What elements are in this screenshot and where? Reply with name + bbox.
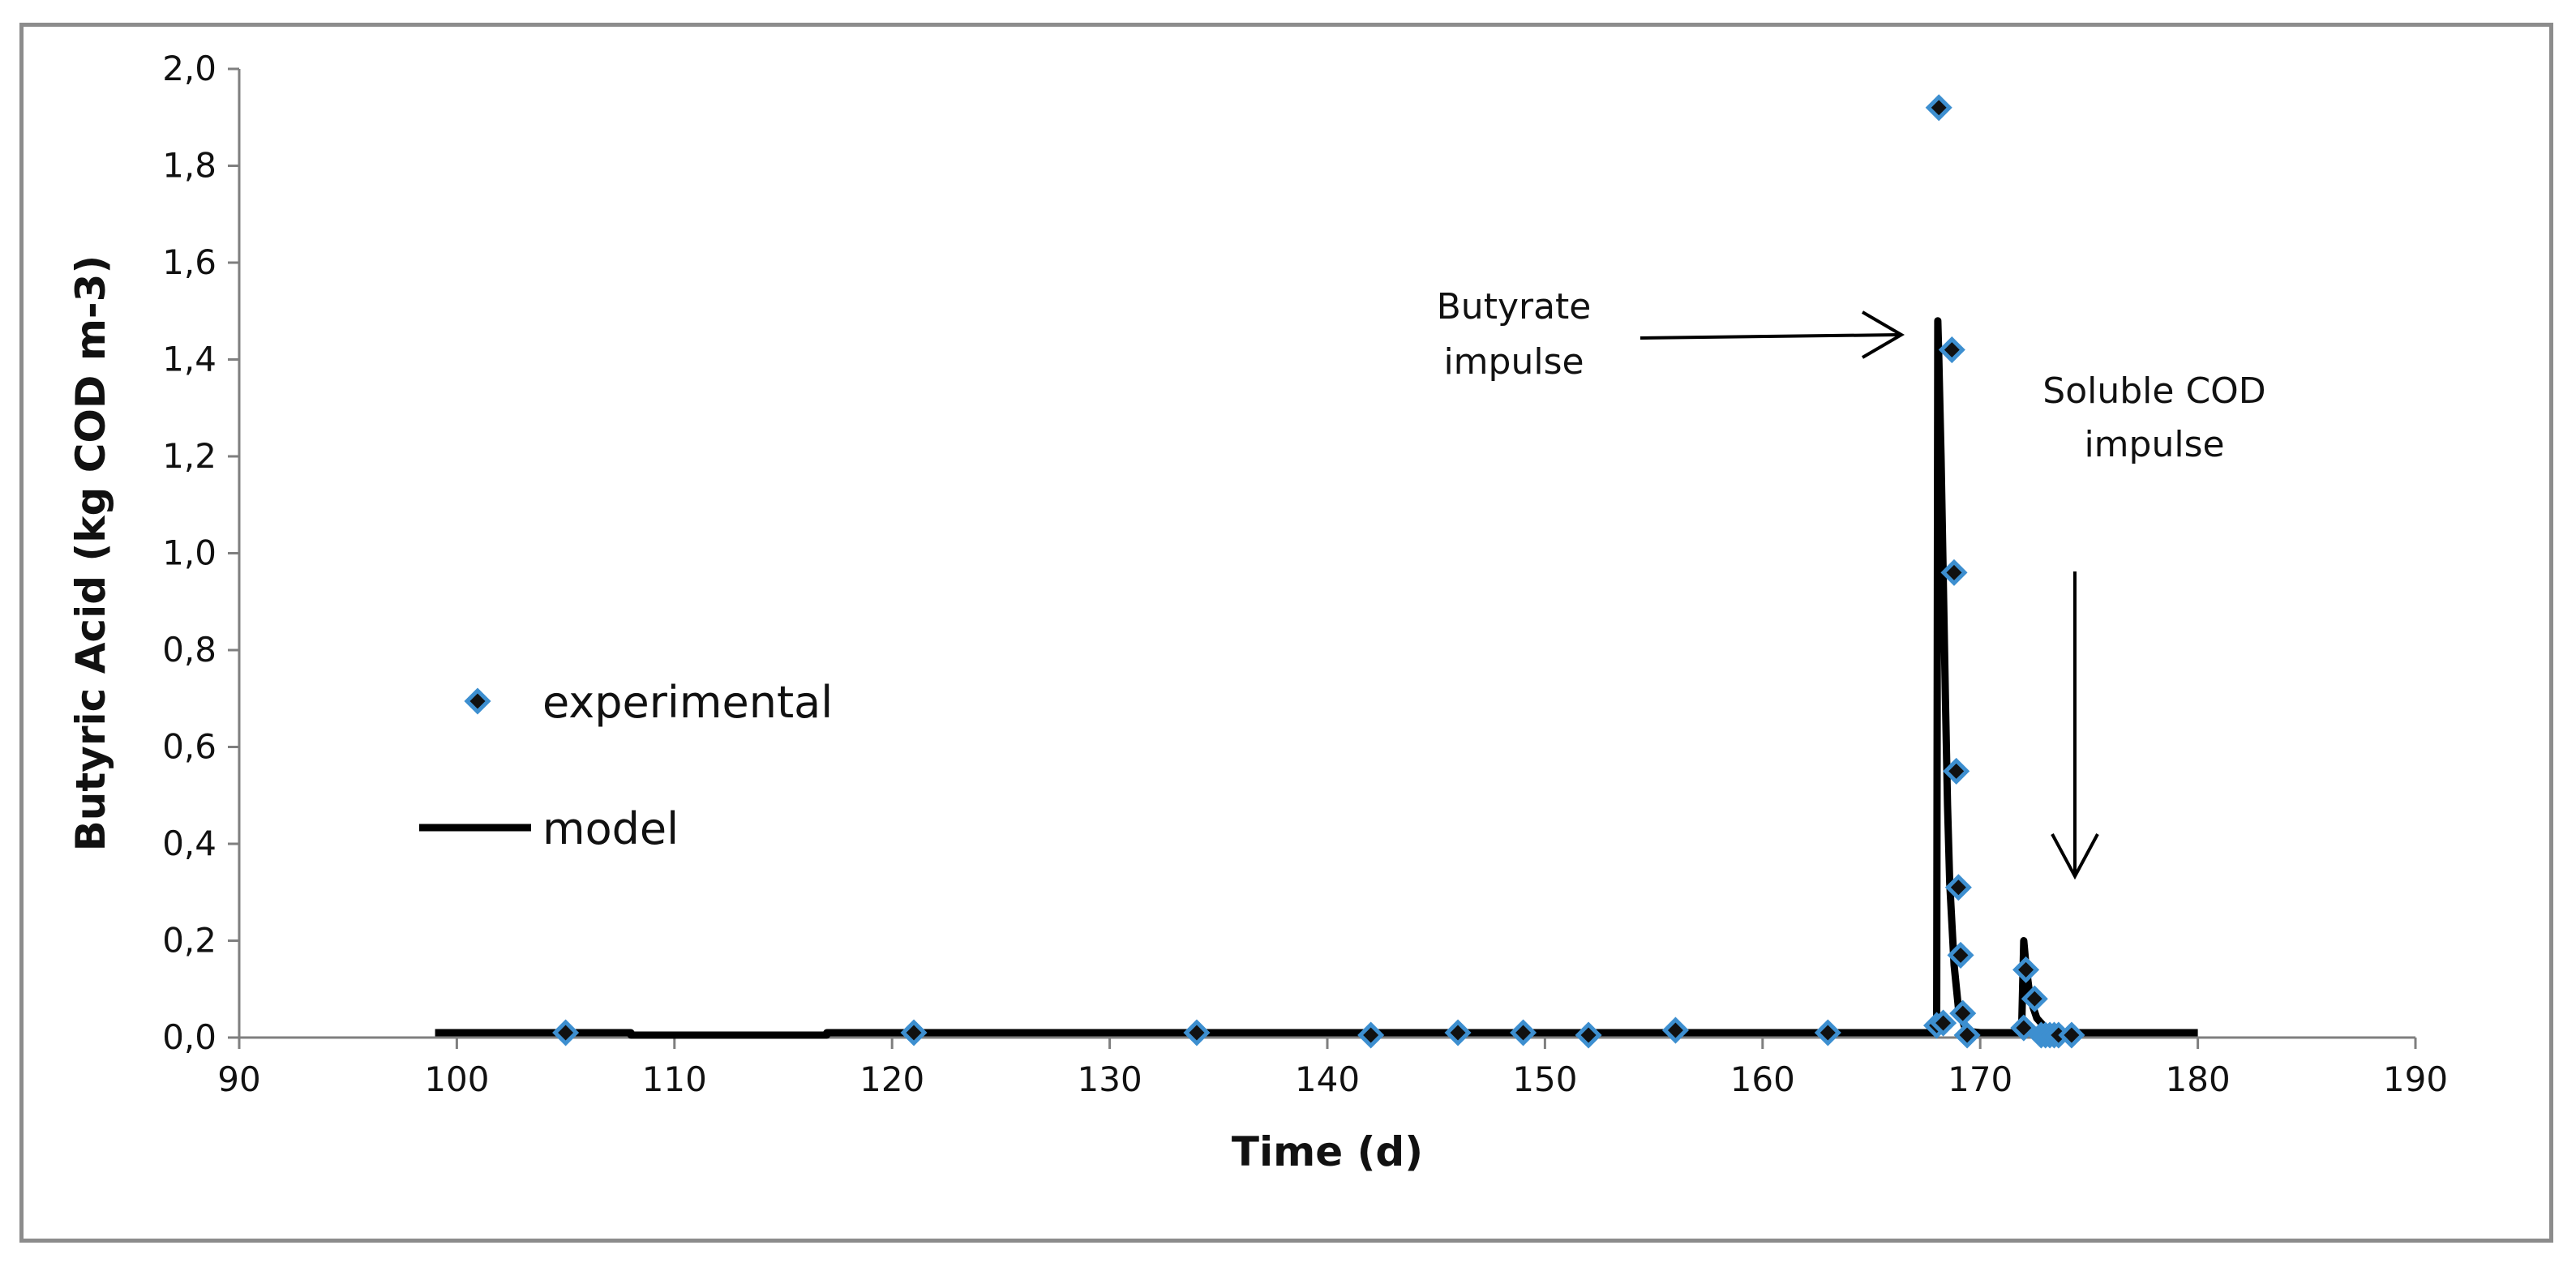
x-tick-label: 130 bbox=[1078, 1059, 1142, 1099]
y-tick-label: 2,0 bbox=[162, 49, 216, 88]
x-tick-label: 120 bbox=[859, 1059, 924, 1099]
x-tick-label: 90 bbox=[217, 1059, 260, 1099]
experimental-point bbox=[900, 1019, 928, 1046]
annotation-butyrate-arrow-head bbox=[1861, 310, 1905, 359]
experimental-point bbox=[2012, 956, 2040, 983]
x-tick-label: 180 bbox=[2166, 1059, 2231, 1099]
y-tick-label: 1,8 bbox=[162, 146, 216, 186]
experimental-point bbox=[1930, 1009, 1957, 1037]
legend-experimental-label: experimental bbox=[542, 677, 833, 728]
x-tick-label: 160 bbox=[1730, 1059, 1795, 1099]
y-tick-label: 1,4 bbox=[162, 340, 216, 379]
x-axis-title: Time (d) bbox=[1232, 1128, 1423, 1175]
experimental-point bbox=[1510, 1019, 1537, 1046]
experimental-point bbox=[1444, 1019, 1472, 1046]
experimental-point bbox=[1938, 336, 1965, 364]
x-tick-label: 170 bbox=[1948, 1059, 2012, 1099]
experimental-point bbox=[2058, 1021, 2085, 1049]
x-tick-label: 140 bbox=[1295, 1059, 1360, 1099]
x-tick-label: 150 bbox=[1512, 1059, 1577, 1099]
experimental-point bbox=[1947, 941, 1974, 969]
legend-model-label: model bbox=[542, 803, 679, 854]
butyric-acid-chart: 0,0 0,2 0,4 0,6 0,8 1,0 1,2 1,4 1,6 1,8 2,0 90 100 11… bbox=[67, 49, 2448, 1175]
experimental-point bbox=[1183, 1019, 1211, 1046]
annotation-cod-arrow-head bbox=[2051, 833, 2099, 880]
y-tick-label: 1,0 bbox=[162, 533, 216, 573]
experimental-point bbox=[552, 1019, 580, 1046]
x-tick-label: 110 bbox=[642, 1059, 707, 1099]
y-tick-label: 0,6 bbox=[162, 727, 216, 767]
annotations: Butyrate impulse Soluble COD impulse bbox=[1437, 286, 2266, 880]
experimental-point bbox=[2021, 985, 2048, 1012]
experimental-point bbox=[1944, 874, 1972, 901]
annotation-cod-line2: impulse bbox=[2084, 424, 2224, 465]
experimental-point bbox=[1575, 1021, 1602, 1049]
experimental-point bbox=[1953, 1021, 1981, 1049]
y-tick-label: 0,0 bbox=[162, 1017, 216, 1057]
experimental-point bbox=[1949, 999, 1977, 1027]
y-tick-label: 0,2 bbox=[162, 921, 216, 961]
y-axis-title: Butyric Acid (kg COD m-3) bbox=[67, 255, 114, 852]
y-tick-label: 1,2 bbox=[162, 436, 216, 476]
legend-experimental-marker bbox=[464, 687, 491, 715]
axes: 0,0 0,2 0,4 0,6 0,8 1,0 1,2 1,4 1,6 1,8 2,0 90 100 11… bbox=[162, 49, 2448, 1099]
y-tick-label: 0,4 bbox=[162, 824, 216, 863]
annotation-butyrate-line2: impulse bbox=[1443, 341, 1584, 383]
chart-frame: 0,0 0,2 0,4 0,6 0,8 1,0 1,2 1,4 1,6 1,8 2,0 90 100 11… bbox=[19, 23, 2553, 1243]
experimental-point bbox=[1357, 1021, 1385, 1049]
x-tick-label: 100 bbox=[424, 1059, 489, 1099]
experimental-point bbox=[1814, 1019, 1841, 1046]
x-tick-label: 190 bbox=[2383, 1059, 2448, 1099]
experimental-point bbox=[1943, 757, 1970, 785]
experimental-series bbox=[552, 94, 2085, 1049]
annotation-cod-line1: Soluble COD bbox=[2042, 370, 2265, 412]
experimental-point bbox=[1661, 1016, 1689, 1044]
experimental-point bbox=[2010, 1014, 2038, 1042]
annotation-butyrate-arrow-shaft bbox=[1639, 333, 1899, 340]
legend: experimental model bbox=[419, 677, 833, 854]
experimental-point bbox=[1925, 94, 1952, 122]
y-tick-label: 1,6 bbox=[162, 242, 216, 282]
y-tick-label: 0,8 bbox=[162, 630, 216, 670]
experimental-point bbox=[1940, 558, 1968, 586]
annotation-butyrate-line1: Butyrate bbox=[1437, 286, 1592, 327]
